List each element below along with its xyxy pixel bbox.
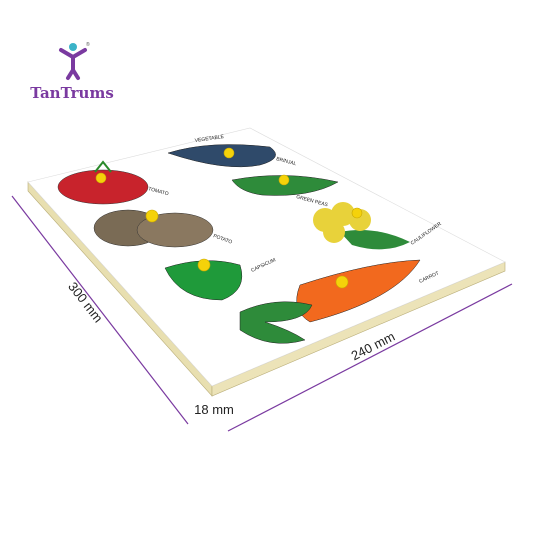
label: BRINJAL [275,156,297,167]
label: TOMATO [147,186,169,197]
vegetable-pieces [57,144,421,344]
logo: ® TanTrums [30,41,114,102]
length-label: 300 mm [65,279,106,325]
dimension-lines [11,195,513,432]
logo-mark: ® [86,41,90,48]
thickness-label: 18 mm [194,402,234,417]
knobs [95,147,363,289]
logo-text: TanTrums [30,84,114,102]
heading: VEGETABLE [194,134,225,144]
puzzle-board [27,127,506,397]
